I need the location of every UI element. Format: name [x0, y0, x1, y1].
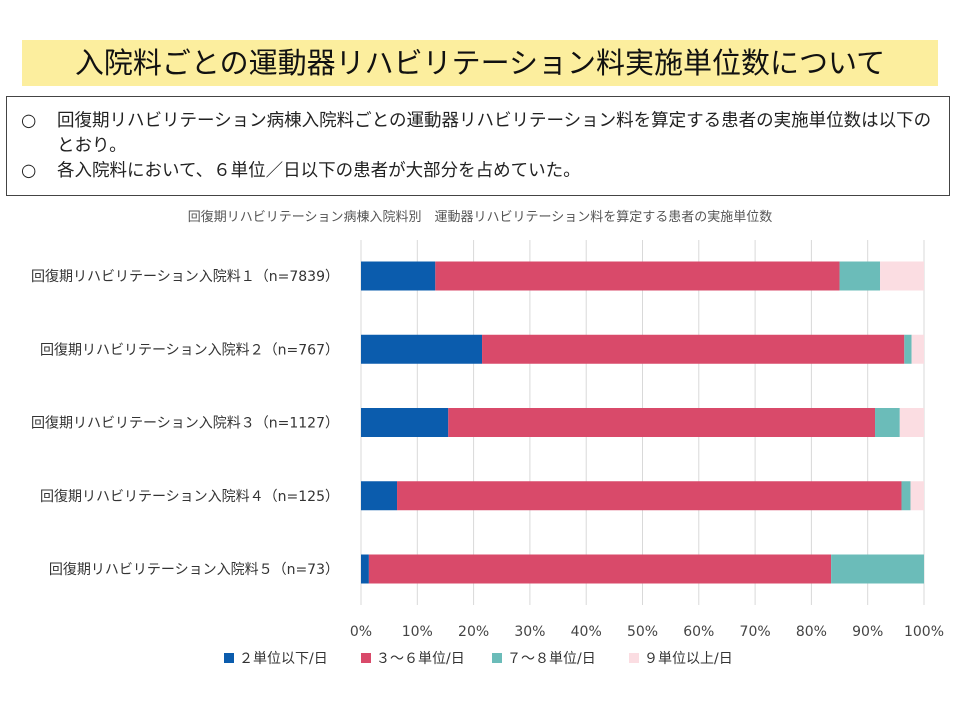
bar-segment [911, 334, 924, 364]
bar-segment [839, 261, 881, 291]
legend-label: ３～６単位/日 [376, 651, 465, 667]
x-tick-label: 0% [350, 624, 372, 640]
legend-swatch [492, 653, 502, 663]
bar-segment [448, 408, 876, 437]
category-label: 回復期リハビリテーション入院料１（n=7839） [31, 268, 339, 285]
summary-box: ○ 回復期リハビリテーション病棟入院料ごとの運動器リハビリテーション料を算定する… [6, 96, 950, 196]
legend-swatch [361, 653, 371, 663]
title-band: 入院料ごとの運動器リハビリテーション料実施単位数について [22, 40, 938, 86]
bar-segment [910, 481, 924, 511]
x-tick-label: 80% [796, 624, 827, 640]
category-label: 回復期リハビリテーション入院料４（n=125） [40, 488, 339, 505]
summary-bullet: ○ 各入院料において、６単位／日以下の患者が大部分を占めていた。 [21, 159, 935, 184]
bullet-mark: ○ [21, 161, 37, 181]
x-tick-label: 20% [458, 624, 489, 640]
category-label: 回復期リハビリテーション入院料２（n=767） [40, 341, 339, 358]
bar-segment [435, 261, 840, 291]
bar-segment [368, 554, 832, 584]
bar-segment [904, 334, 912, 364]
bullet-text: 各入院料において、６単位／日以下の患者が大部分を占めていた。 [57, 161, 581, 181]
bar-segment [901, 481, 911, 511]
summary-bullet: ○ 回復期リハビリテーション病棟入院料ごとの運動器リハビリテーション料を算定する… [21, 109, 935, 159]
x-tick-label: 60% [683, 624, 714, 640]
x-tick-label: 50% [627, 624, 658, 640]
legend-label: ７～８単位/日 [507, 651, 596, 667]
x-tick-label: 10% [402, 624, 433, 640]
legend-swatch [224, 653, 234, 663]
x-tick-label: 90% [852, 624, 883, 640]
bar-segment [899, 408, 924, 437]
bar-segment [482, 334, 905, 364]
category-label: 回復期リハビリテーション入院料３（n=1127） [31, 415, 339, 432]
bar-segment [831, 554, 924, 584]
bar-segment [880, 261, 924, 291]
x-tick-label: 100% [904, 624, 944, 640]
page-title: 入院料ごとの運動器リハビリテーション料実施単位数について [74, 46, 886, 80]
chart-title: 回復期リハビリテーション病棟入院料別 運動器リハビリテーション料を算定する患者の… [188, 209, 772, 225]
legend-swatch [629, 653, 639, 663]
bar-segment [361, 408, 449, 437]
x-tick-label: 70% [740, 624, 771, 640]
x-tick-label: 30% [514, 624, 545, 640]
bullet-text: 回復期リハビリテーション病棟入院料ごとの運動器リハビリテーション料を算定する患者… [57, 111, 932, 156]
bar-segment [397, 481, 902, 511]
legend-label: ９単位以上/日 [644, 651, 733, 667]
bar-segment [361, 261, 436, 291]
legend-label: ２単位以下/日 [239, 651, 328, 667]
bullet-mark: ○ [21, 111, 37, 131]
category-label: 回復期リハビリテーション入院料５（n=73） [49, 561, 339, 578]
bar-segment [361, 554, 369, 584]
bar-segment [361, 481, 398, 511]
bar-segment [361, 334, 483, 364]
x-tick-label: 40% [571, 624, 602, 640]
bar-segment [875, 408, 900, 437]
